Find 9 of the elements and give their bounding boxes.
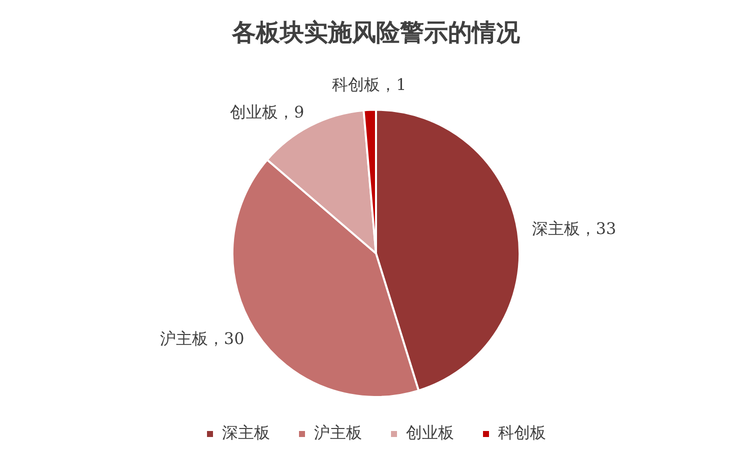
legend-label: 科创板: [498, 423, 546, 442]
legend-label: 深主板: [222, 423, 270, 442]
data-label: 创业板，9: [230, 102, 304, 122]
chart-title: 各板块实施风险警示的情况: [231, 18, 521, 47]
data-label: 沪主板，30: [160, 329, 244, 348]
legend-label: 沪主板: [314, 423, 362, 442]
legend-label: 创业板: [406, 423, 454, 442]
data-label: 科创板，1: [332, 75, 406, 94]
data-label: 深主板，33: [532, 218, 616, 238]
